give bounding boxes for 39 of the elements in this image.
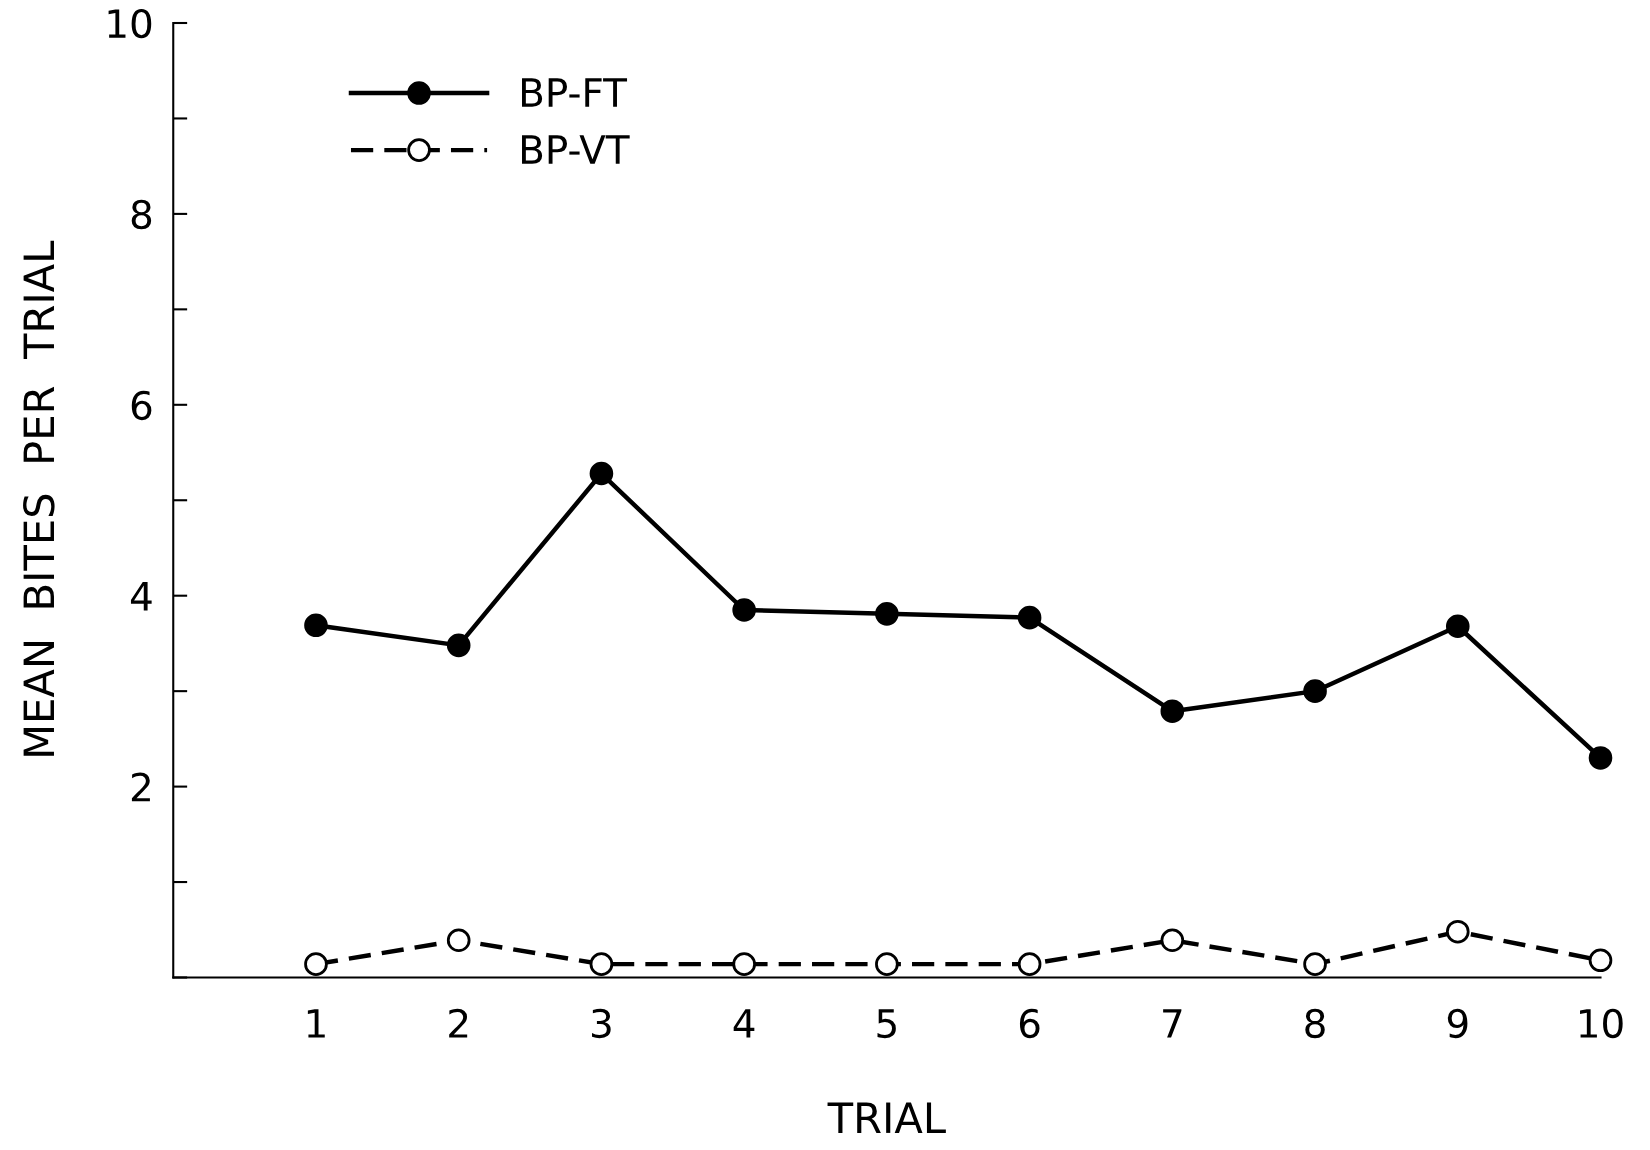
x-axis-title: TRIAL bbox=[827, 1102, 946, 1133]
y-tick-label: 10 bbox=[108, 8, 152, 39]
y-axis-title: MEAN BITES PER TRIAL bbox=[23, 240, 55, 756]
point bbox=[589, 952, 614, 976]
point bbox=[732, 952, 756, 976]
point bbox=[446, 928, 471, 953]
point bbox=[1160, 699, 1185, 723]
point bbox=[589, 461, 614, 486]
x-tick-label: 3 bbox=[592, 1008, 611, 1039]
x-tick-label: 1 bbox=[307, 1009, 325, 1038]
x-tick-label: 5 bbox=[877, 1009, 896, 1039]
point bbox=[304, 613, 328, 638]
legend-label: BP-VT bbox=[522, 135, 630, 164]
point bbox=[1303, 952, 1327, 976]
x-tick-label: 10 bbox=[1580, 1008, 1623, 1039]
point bbox=[1445, 614, 1470, 639]
legend-label: BP-FT bbox=[522, 78, 628, 107]
point bbox=[304, 952, 328, 976]
point bbox=[1303, 679, 1327, 703]
point bbox=[875, 602, 899, 626]
x-tick-label: 2 bbox=[449, 1008, 468, 1038]
x-tick-label: 7 bbox=[1163, 1009, 1182, 1038]
y-tick-label: 6 bbox=[131, 390, 152, 421]
point bbox=[1588, 746, 1613, 770]
point bbox=[1160, 928, 1185, 953]
point bbox=[1445, 919, 1470, 944]
x-tick-label: 4 bbox=[733, 1009, 755, 1038]
y-tick-label: 8 bbox=[131, 199, 152, 230]
point bbox=[446, 633, 471, 658]
point bbox=[875, 952, 899, 976]
y-tick-label: 4 bbox=[130, 582, 152, 611]
y-tick-label: 2 bbox=[131, 772, 150, 802]
point bbox=[1017, 605, 1042, 630]
x-tick-label: 9 bbox=[1447, 1008, 1468, 1039]
point bbox=[1588, 948, 1613, 973]
x-tick-label: 8 bbox=[1305, 1008, 1325, 1039]
x-tick-label: 6 bbox=[1019, 1008, 1040, 1039]
point bbox=[732, 598, 756, 622]
point bbox=[1017, 952, 1042, 976]
